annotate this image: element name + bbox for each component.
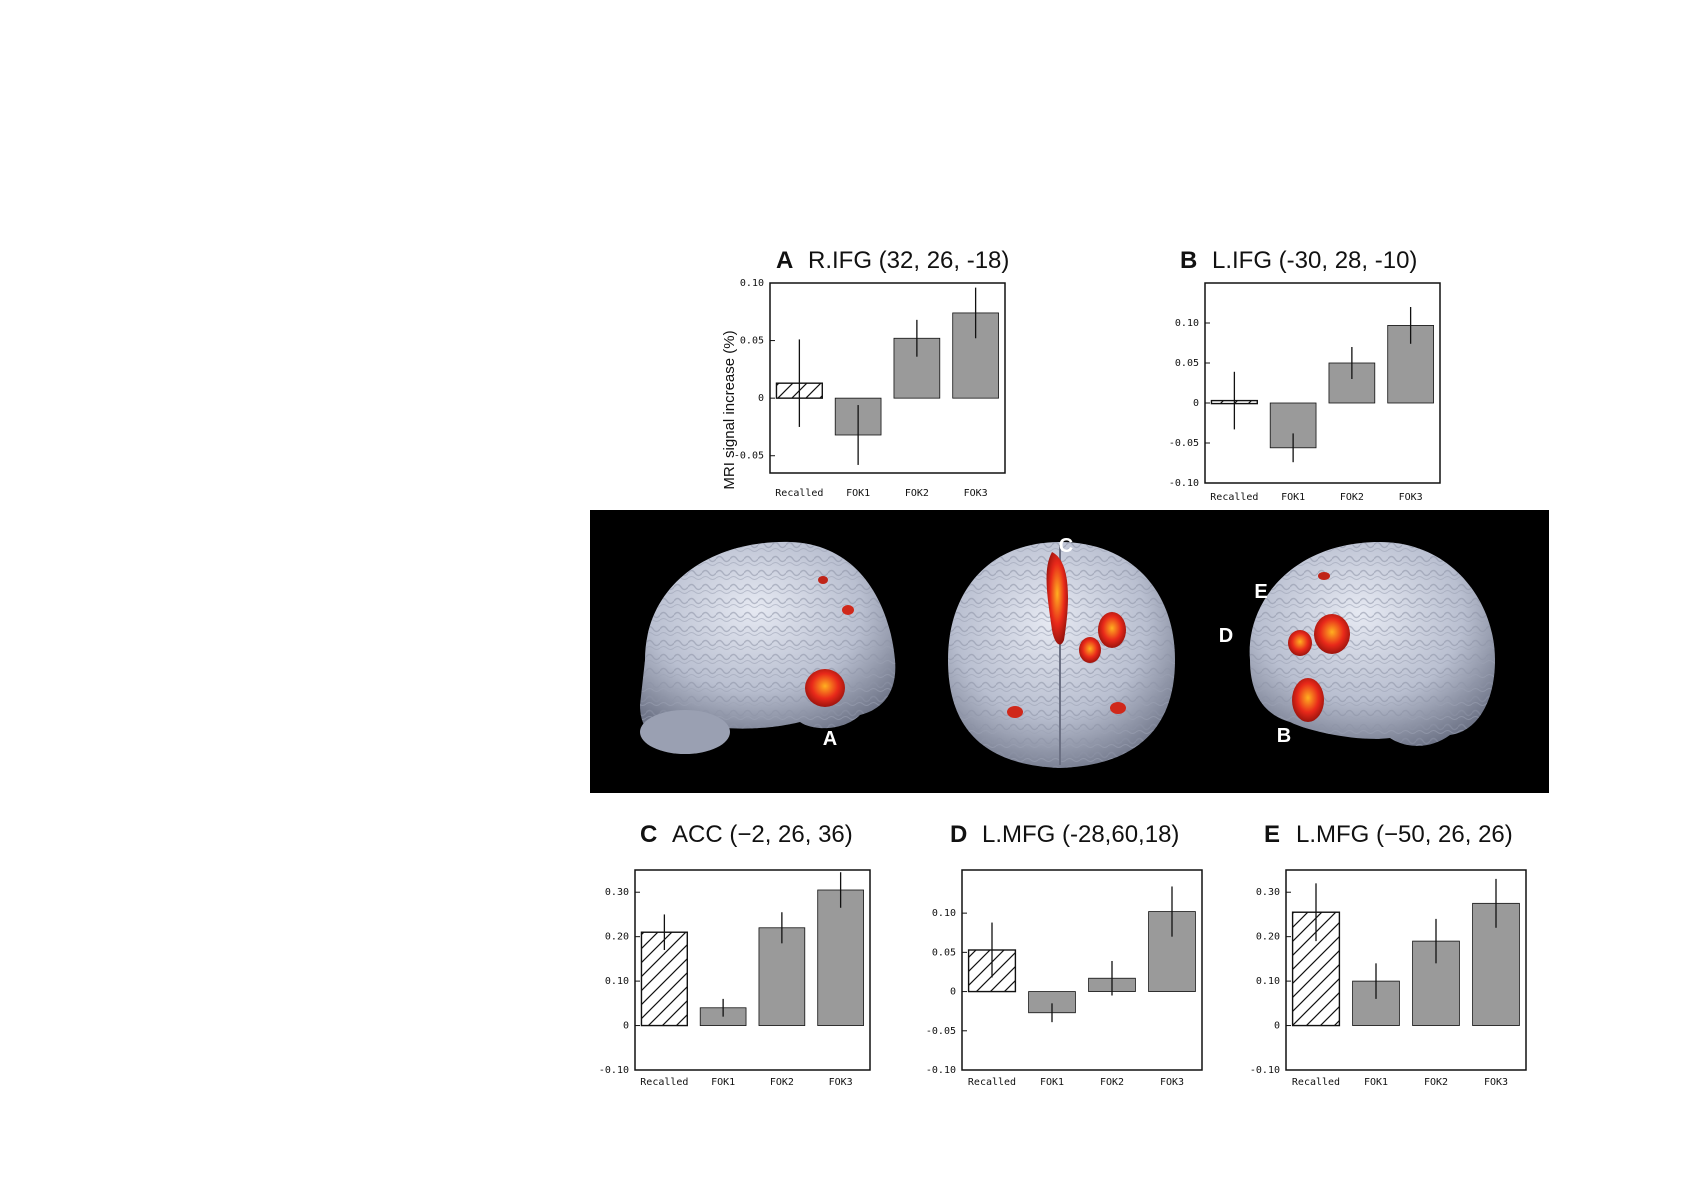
brain-left-lateral-view [1249,542,1495,746]
plot-frame-c [634,869,871,1071]
panel-letter-a: A [776,247,793,274]
x-tick-label-a: FOK1 [846,488,870,499]
bar-chart-d: D L.MFG (-28,60,18) 0.10 0.05 0 -0.05 -0.10 R… [926,821,1203,1088]
x-tick-label-e: Recalled [1292,1077,1340,1088]
brain-label-a: A [823,728,837,750]
chart-panel-b: B L.IFG (-30, 28, -10) 0.10 0.05 0 -0.05 -0.… [1120,238,1450,508]
bar-chart-b: B L.IFG (-30, 28, -10) 0.10 0.05 0 -0.05 -0.… [1169,247,1441,503]
y-tick-label-c: 0.10 [605,976,629,987]
bar-e-fok1 [1352,980,1400,1026]
y-axis-label-a: MRI signal increase (%) [721,330,738,489]
brain-right-lateral-view [640,541,896,754]
x-tick-label-d: Recalled [968,1077,1016,1088]
chart-title-c: ACC (−2, 26, 36) [672,821,853,848]
plot-frame-e [1285,869,1527,1071]
y-tick-label-c: 0 [623,1021,629,1032]
x-tick-label-d: FOK1 [1040,1077,1064,1088]
x-tick-label-a: FOK3 [964,488,988,499]
panel-letter-c: C [640,821,657,848]
panel-letter-e: E [1264,821,1280,848]
brain-label-e: E [1254,581,1267,603]
chart-title-d: L.MFG (-28,60,18) [982,821,1179,848]
x-tick-label-e: FOK3 [1484,1077,1508,1088]
y-tick-label-a: 0 [758,393,764,404]
y-tick-label-d: -0.05 [926,1026,956,1037]
x-tick-label-b: FOK2 [1340,492,1364,503]
y-tick-label-d: 0.05 [932,947,956,958]
bar-chart-e: E L.MFG (−50, 26, 26) 0.30 0.20 0.10 0 -0.10… [1250,821,1527,1088]
plot-frame-b [1204,282,1441,484]
chart-panel-a: A R.IFG (32, 26, -18) MRI signal increas… [700,238,1030,508]
bar-chart-a: A R.IFG (32, 26, -18) MRI signal increas… [721,247,1009,499]
y-tick-label-d: 0 [950,987,956,998]
x-tick-label-b: FOK1 [1281,492,1305,503]
y-tick-label-b: 0 [1193,398,1199,409]
brain-label-b: B [1277,725,1291,747]
brain-label-d: D [1219,625,1233,647]
y-tick-label-e: 0.30 [1256,887,1280,898]
chart-title-b: L.IFG (-30, 28, -10) [1212,247,1417,274]
y-tick-label-a: 0.10 [740,278,764,289]
y-tick-label-a: -0.05 [734,451,764,462]
brain-render-strip: A C E D B [590,510,1549,793]
plot-frame-a [769,282,1006,474]
y-tick-label-e: 0 [1274,1021,1280,1032]
y-tick-label-b: -0.05 [1169,438,1199,449]
chart-panel-e: E L.MFG (−50, 26, 26) 0.30 0.20 0.10 0 -0.10… [1234,818,1534,1093]
y-tick-label-d: 0.10 [932,908,956,919]
x-tick-label-c: FOK3 [829,1077,853,1088]
y-tick-label-c: -0.10 [599,1065,629,1076]
y-tick-label-b: -0.10 [1169,478,1199,489]
x-tick-label-e: FOK1 [1364,1077,1388,1088]
bar-c-fok2 [758,927,806,1026]
y-tick-label-e: 0.10 [1256,976,1280,987]
panel-letter-b: B [1180,247,1197,274]
x-tick-label-d: FOK3 [1160,1077,1184,1088]
x-tick-label-c: Recalled [640,1077,688,1088]
bar-chart-c: C ACC (−2, 26, 36) 0.30 0.20 0.10 0 -0.10 Rec… [599,821,871,1088]
x-tick-label-c: FOK2 [770,1077,794,1088]
brain-frontal-view [948,542,1175,768]
y-tick-label-e: 0.20 [1256,932,1280,943]
x-tick-label-d: FOK2 [1100,1077,1124,1088]
y-tick-label-d: -0.10 [926,1065,956,1076]
chart-title-a: R.IFG (32, 26, -18) [808,247,1009,274]
panel-letter-d: D [950,821,967,848]
y-tick-label-a: 0.05 [740,336,764,347]
brain-label-c: C [1059,535,1073,557]
x-tick-label-a: FOK2 [905,488,929,499]
x-tick-label-e: FOK2 [1424,1077,1448,1088]
x-tick-label-a: Recalled [775,488,823,499]
x-tick-label-b: Recalled [1210,492,1258,503]
brain-render-image: A C E D B [640,535,1495,768]
chart-panel-c: C ACC (−2, 26, 36) 0.30 0.20 0.10 0 -0.10 Rec… [590,818,890,1093]
bar-c-fok3 [817,889,864,1026]
y-tick-label-c: 0.20 [605,932,629,943]
x-tick-label-b: FOK3 [1399,492,1423,503]
plot-frame-d [961,869,1203,1071]
y-tick-label-b: 0.05 [1175,358,1199,369]
y-tick-label-c: 0.30 [605,887,629,898]
y-tick-label-e: -0.10 [1250,1065,1280,1076]
chart-panel-d: D L.MFG (-28,60,18) 0.10 0.05 0 -0.05 -0.10 R… [912,818,1212,1093]
chart-title-e: L.MFG (−50, 26, 26) [1296,821,1513,848]
x-tick-label-c: FOK1 [711,1077,735,1088]
y-tick-label-b: 0.10 [1175,318,1199,329]
